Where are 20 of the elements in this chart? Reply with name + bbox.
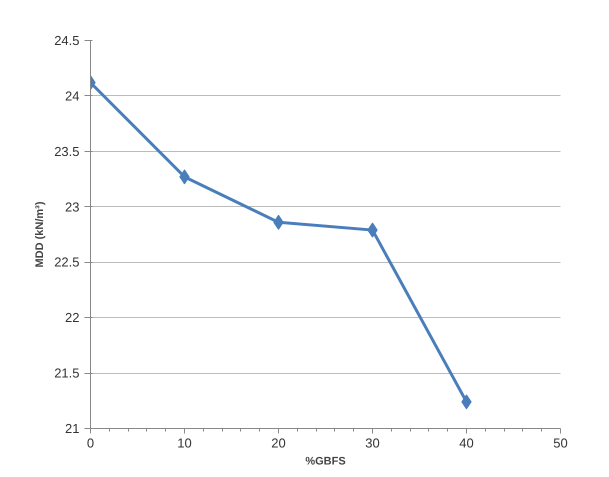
y-axis-title: MDD (kN/m³)	[34, 201, 46, 268]
y-tick-label: 22	[65, 310, 80, 326]
y-tick-label: 22.5	[54, 254, 80, 270]
x-tick-label: 30	[365, 436, 380, 450]
y-tick-label: 21	[65, 421, 80, 436]
y-tick-label: 24	[65, 88, 80, 104]
x-tick-label: 40	[459, 436, 474, 450]
point	[367, 222, 378, 238]
y-tick-label: 24.5	[54, 33, 80, 48]
y-tick-label: 21.5	[54, 366, 80, 381]
x-tick-label: 10	[177, 436, 192, 450]
y-tick-label: 23.5	[54, 144, 80, 159]
x-axis-title: %GBFS	[305, 456, 346, 468]
x-tick-label: 50	[553, 436, 568, 450]
y-tick-label: 23	[65, 199, 80, 214]
x-tick-label: 0	[86, 436, 94, 450]
x-tick-label: 20	[271, 436, 286, 450]
point	[179, 169, 190, 184]
point	[461, 394, 472, 410]
point	[273, 214, 284, 230]
